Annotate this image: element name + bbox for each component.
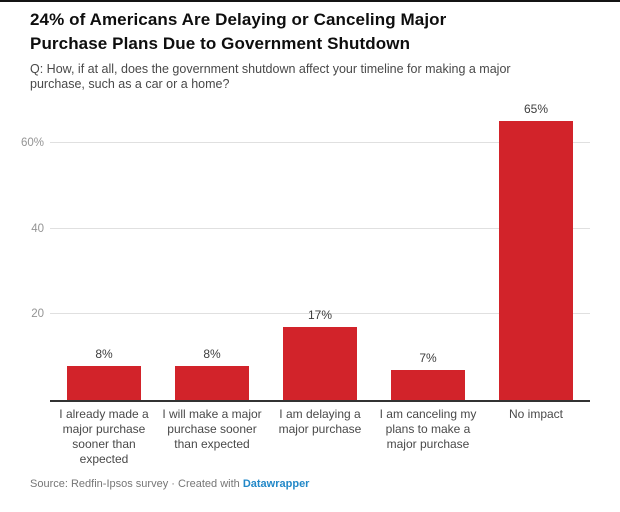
source-prefix: Source: xyxy=(30,478,68,490)
bar-column: 8% xyxy=(158,100,266,400)
bar xyxy=(283,327,357,400)
category-label: I am canceling my plans to make a major … xyxy=(379,407,477,451)
y-tick-label: 40 xyxy=(31,222,44,235)
source-name: Redfin-Ipsos survey xyxy=(70,478,169,490)
bar-value-label: 8% xyxy=(203,346,221,361)
bar-value-label: 8% xyxy=(95,346,113,361)
category-label: I already made a major purchase sooner t… xyxy=(59,407,149,466)
bar xyxy=(391,370,465,400)
chart-footer: Source: Redfin-Ipsos survey · Created wi… xyxy=(30,478,309,491)
category-label: No impact xyxy=(508,407,564,421)
gridline xyxy=(50,227,590,229)
chart-subtitle: Q: How, if at all, does the government s… xyxy=(30,62,511,91)
gridline xyxy=(50,313,590,315)
chart-title: 24% of Americans Are Delaying or Canceli… xyxy=(30,10,447,53)
datawrapper-link[interactable]: Datawrapper xyxy=(242,478,310,490)
category-label: I am delaying a major purchase xyxy=(278,407,362,436)
bar-column: 17% xyxy=(266,100,374,400)
bar xyxy=(175,365,249,400)
bar-value-label: 7% xyxy=(419,351,437,365)
bar xyxy=(499,121,573,400)
bar-value-label: 17% xyxy=(307,308,333,323)
category-axis: I already made a major purchase sooner t… xyxy=(50,407,590,467)
gridline xyxy=(50,141,590,143)
bar-value-label: 65% xyxy=(523,102,549,117)
bar-column: 7% xyxy=(374,100,482,400)
y-tick-label: 60% xyxy=(20,136,44,149)
footer-separator: · xyxy=(171,478,175,490)
top-border-line xyxy=(0,0,620,2)
category-label: I will make a major purchase sooner than… xyxy=(162,407,262,451)
bar-column: 8% xyxy=(50,100,158,400)
y-tick-label: 20 xyxy=(31,308,44,321)
created-with-text: Created with xyxy=(178,478,240,490)
plot-area: 20 40 60% 8% 8% 17% 7% 65% xyxy=(21,100,590,402)
bar-column: 65% xyxy=(482,100,590,400)
bar xyxy=(67,365,141,400)
